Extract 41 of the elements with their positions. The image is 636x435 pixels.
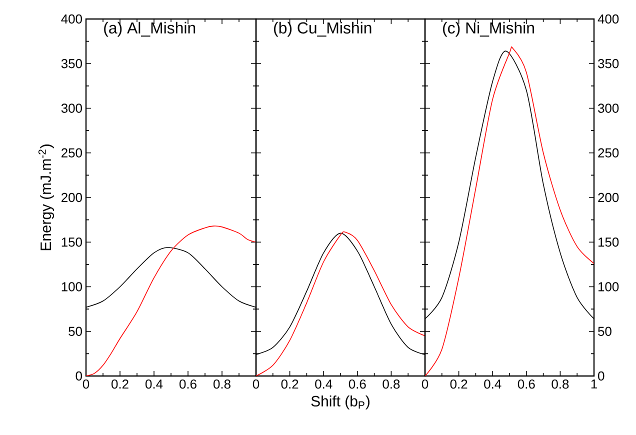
x-tick-label: 0.4 — [315, 380, 332, 389]
y-tick-label: 150 — [62, 238, 82, 247]
y-tick-label: 0 — [76, 371, 82, 381]
x-tick-label: 0.6 — [348, 380, 366, 389]
y-tick-label: 400 — [61, 14, 82, 24]
chart-title: (a) Al_Mishin — [104, 22, 196, 37]
x-tick-label: 0 — [422, 380, 428, 389]
chart-title: (b) Cu_Mishin — [274, 22, 372, 37]
y2-tick-label: 100 — [598, 282, 619, 292]
x-tick-label: 0.4 — [484, 380, 502, 389]
y2-tick-label: 350 — [598, 59, 619, 68]
x-tick-label: 1 — [591, 380, 597, 388]
x-tick-label: 0.8 — [214, 380, 230, 389]
x-tick-label: 0.4 — [146, 380, 163, 389]
line-series — [425, 48, 594, 376]
x-tick-label: 0.8 — [552, 380, 569, 389]
x-tick-label: 0.2 — [450, 380, 468, 389]
chart-title: (c) Ni_Mishin — [443, 22, 534, 37]
y2-tick-label: 50 — [598, 326, 612, 336]
y2-tick-label: 400 — [598, 14, 619, 24]
y-tick-label: 300 — [61, 104, 82, 113]
x-tick-label: 0.6 — [518, 380, 535, 389]
line-series — [86, 226, 256, 376]
y-tick-label: 200 — [62, 192, 82, 202]
y-tick-label: 50 — [68, 326, 82, 336]
y-tick-label: 250 — [62, 148, 82, 158]
y-tick-label: 350 — [61, 59, 82, 68]
x-tick-label: 0.8 — [382, 380, 400, 389]
x-tick-label: 0.2 — [281, 380, 298, 389]
y2-tick-label: 0 — [598, 371, 604, 381]
x-tick-label: 0 — [82, 380, 90, 389]
y2-tick-label: 250 — [598, 148, 619, 158]
y2-tick-label: 150 — [598, 238, 619, 247]
y2-tick-label: 300 — [598, 104, 619, 113]
x-axis-title: Shift (b$_{P}$) — [311, 396, 370, 410]
y-axis-title: Energy (mJ.m$^{-2}$) — [38, 144, 54, 250]
y2-tick-label: 200 — [598, 192, 619, 202]
y-tick-label: 100 — [62, 282, 82, 292]
x-tick-label: 0.6 — [180, 380, 196, 389]
x-tick-label: 0 — [252, 380, 260, 389]
x-tick-label: 0.2 — [112, 380, 128, 389]
